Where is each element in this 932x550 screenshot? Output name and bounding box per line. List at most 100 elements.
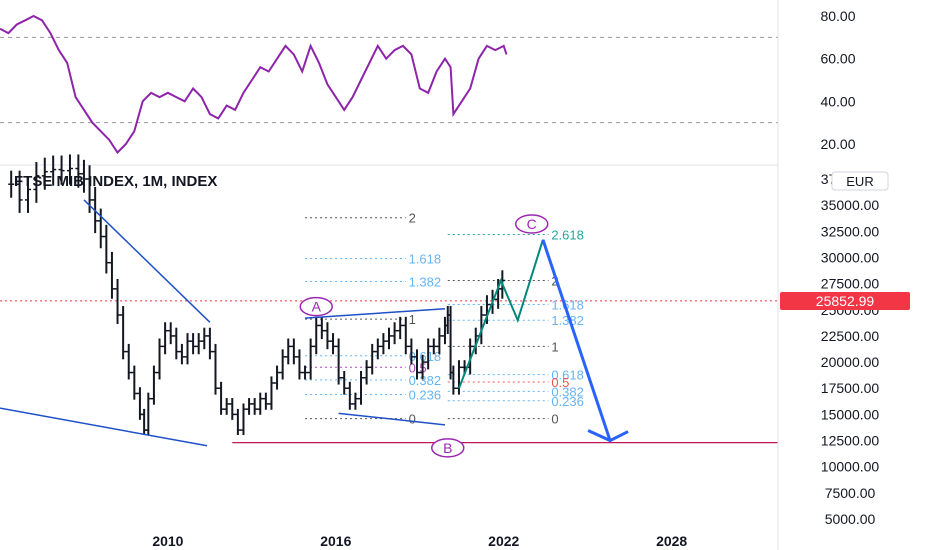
price-pane: 21.6181.38210.6180.50.3820.23602.61821.6… bbox=[0, 154, 778, 458]
price-tick-label: 15000.00 bbox=[821, 406, 880, 422]
price-bar bbox=[302, 365, 309, 380]
fib-left-label: 0.236 bbox=[409, 388, 442, 403]
price-bar bbox=[279, 349, 286, 380]
fib-right-label: 0.5 bbox=[551, 375, 569, 390]
projection-path-teal bbox=[458, 239, 544, 389]
price-bar bbox=[162, 322, 169, 355]
price-tick-label: 10000.00 bbox=[821, 459, 880, 475]
price-bar bbox=[229, 398, 236, 420]
price-bar bbox=[436, 327, 443, 355]
price-bar bbox=[58, 155, 65, 185]
price-bar bbox=[363, 360, 370, 385]
price-bar bbox=[103, 224, 110, 274]
price-tick-label: 27500.00 bbox=[821, 276, 880, 292]
wave-label-text: C bbox=[527, 216, 537, 232]
price-bar bbox=[408, 338, 415, 365]
price-tick-label: 5000.00 bbox=[825, 511, 876, 527]
price-bar bbox=[430, 338, 437, 355]
price-bar bbox=[8, 170, 15, 198]
price-bar bbox=[223, 398, 230, 415]
price-tick-label: 32500.00 bbox=[821, 223, 880, 239]
currency-label: EUR bbox=[846, 174, 873, 189]
price-bar bbox=[167, 322, 174, 345]
price-bar bbox=[156, 338, 163, 380]
price-tick-label: 22500.00 bbox=[821, 328, 880, 344]
price-bar bbox=[341, 370, 348, 395]
price-bar bbox=[262, 392, 269, 410]
price-bar bbox=[251, 398, 258, 415]
wave-label-ellipse bbox=[299, 296, 333, 317]
price-bar bbox=[201, 327, 208, 350]
fib-left-label: 0.382 bbox=[409, 373, 442, 388]
price-bar bbox=[212, 343, 219, 395]
wave-label-text: B bbox=[443, 440, 452, 456]
price-bar bbox=[190, 333, 197, 355]
oscillator-tick-label: 60.00 bbox=[820, 51, 855, 67]
price-bar bbox=[114, 278, 121, 324]
wave-label-a: A bbox=[299, 296, 333, 317]
price-bar bbox=[386, 327, 392, 350]
currency-badge[interactable]: EUR bbox=[831, 171, 889, 191]
price-bar bbox=[335, 338, 342, 385]
price-bar bbox=[268, 376, 275, 410]
trendline bbox=[338, 412, 446, 426]
fib-left-label: 0 bbox=[409, 412, 416, 427]
price-bar bbox=[50, 155, 57, 186]
projection-arrowhead bbox=[587, 429, 629, 443]
price-bar bbox=[234, 408, 241, 436]
price-bar bbox=[346, 381, 353, 410]
price-bar bbox=[413, 349, 420, 380]
price-tick-label: 17500.00 bbox=[821, 380, 880, 396]
time-tick-label: 2010 bbox=[152, 533, 183, 549]
price-tick-label: 12500.00 bbox=[821, 433, 880, 449]
price-tick-label: 20000.00 bbox=[821, 354, 880, 370]
fib-right-label: 1 bbox=[551, 339, 558, 354]
trendline bbox=[304, 307, 446, 319]
last-price-tag: 25852.99 bbox=[780, 292, 910, 310]
price-bar bbox=[274, 365, 281, 390]
price-axis[interactable]: 80.0060.0040.0020.0037500.0035000.003250… bbox=[152, 0, 879, 550]
fib-left-label: 2 bbox=[409, 211, 416, 226]
price-bar bbox=[145, 392, 152, 436]
price-bar bbox=[173, 327, 180, 360]
price-bar bbox=[330, 333, 337, 355]
fib-right-label: 2 bbox=[551, 273, 558, 288]
price-bar bbox=[80, 159, 87, 193]
oscillator-line bbox=[0, 14, 508, 155]
price-bar bbox=[324, 322, 331, 350]
price-bar bbox=[97, 208, 104, 249]
wave-label-text: A bbox=[312, 299, 322, 315]
price-bar bbox=[141, 408, 148, 436]
fib-right-label: 0.618 bbox=[551, 368, 584, 383]
price-bar bbox=[195, 333, 202, 355]
price-bar bbox=[206, 327, 213, 360]
price-tick-label: 35000.00 bbox=[821, 197, 880, 213]
oscillator-tick-label: 20.00 bbox=[820, 136, 855, 152]
price-bar bbox=[120, 306, 127, 360]
price-bar bbox=[184, 333, 191, 365]
price-bar bbox=[391, 322, 398, 345]
fib-right-label: 0 bbox=[551, 412, 558, 427]
price-bar bbox=[240, 403, 247, 436]
oscillator-tick-label: 80.00 bbox=[820, 8, 855, 24]
chart-title: FTSE MIB INDEX, 1M, INDEX bbox=[14, 173, 217, 190]
price-bar bbox=[402, 316, 409, 355]
wave-label-c: C bbox=[514, 214, 549, 234]
fib-right-label: 1.382 bbox=[551, 313, 584, 328]
price-bar bbox=[131, 365, 138, 400]
price-bar bbox=[41, 157, 48, 190]
price-bar bbox=[358, 370, 365, 405]
price-bar bbox=[125, 343, 132, 380]
price-bar bbox=[419, 354, 426, 380]
projection-path-blue bbox=[541, 239, 612, 442]
price-bar bbox=[24, 176, 31, 213]
fib-left-label: 1.382 bbox=[409, 275, 442, 290]
fib-right-label: 2.618 bbox=[551, 227, 584, 242]
price-bar bbox=[218, 381, 225, 415]
price-bar bbox=[352, 392, 359, 410]
price-bar bbox=[66, 154, 73, 185]
oscillator-pane bbox=[0, 14, 778, 166]
price-bar bbox=[369, 343, 376, 375]
wave-label-ellipse bbox=[514, 214, 549, 234]
